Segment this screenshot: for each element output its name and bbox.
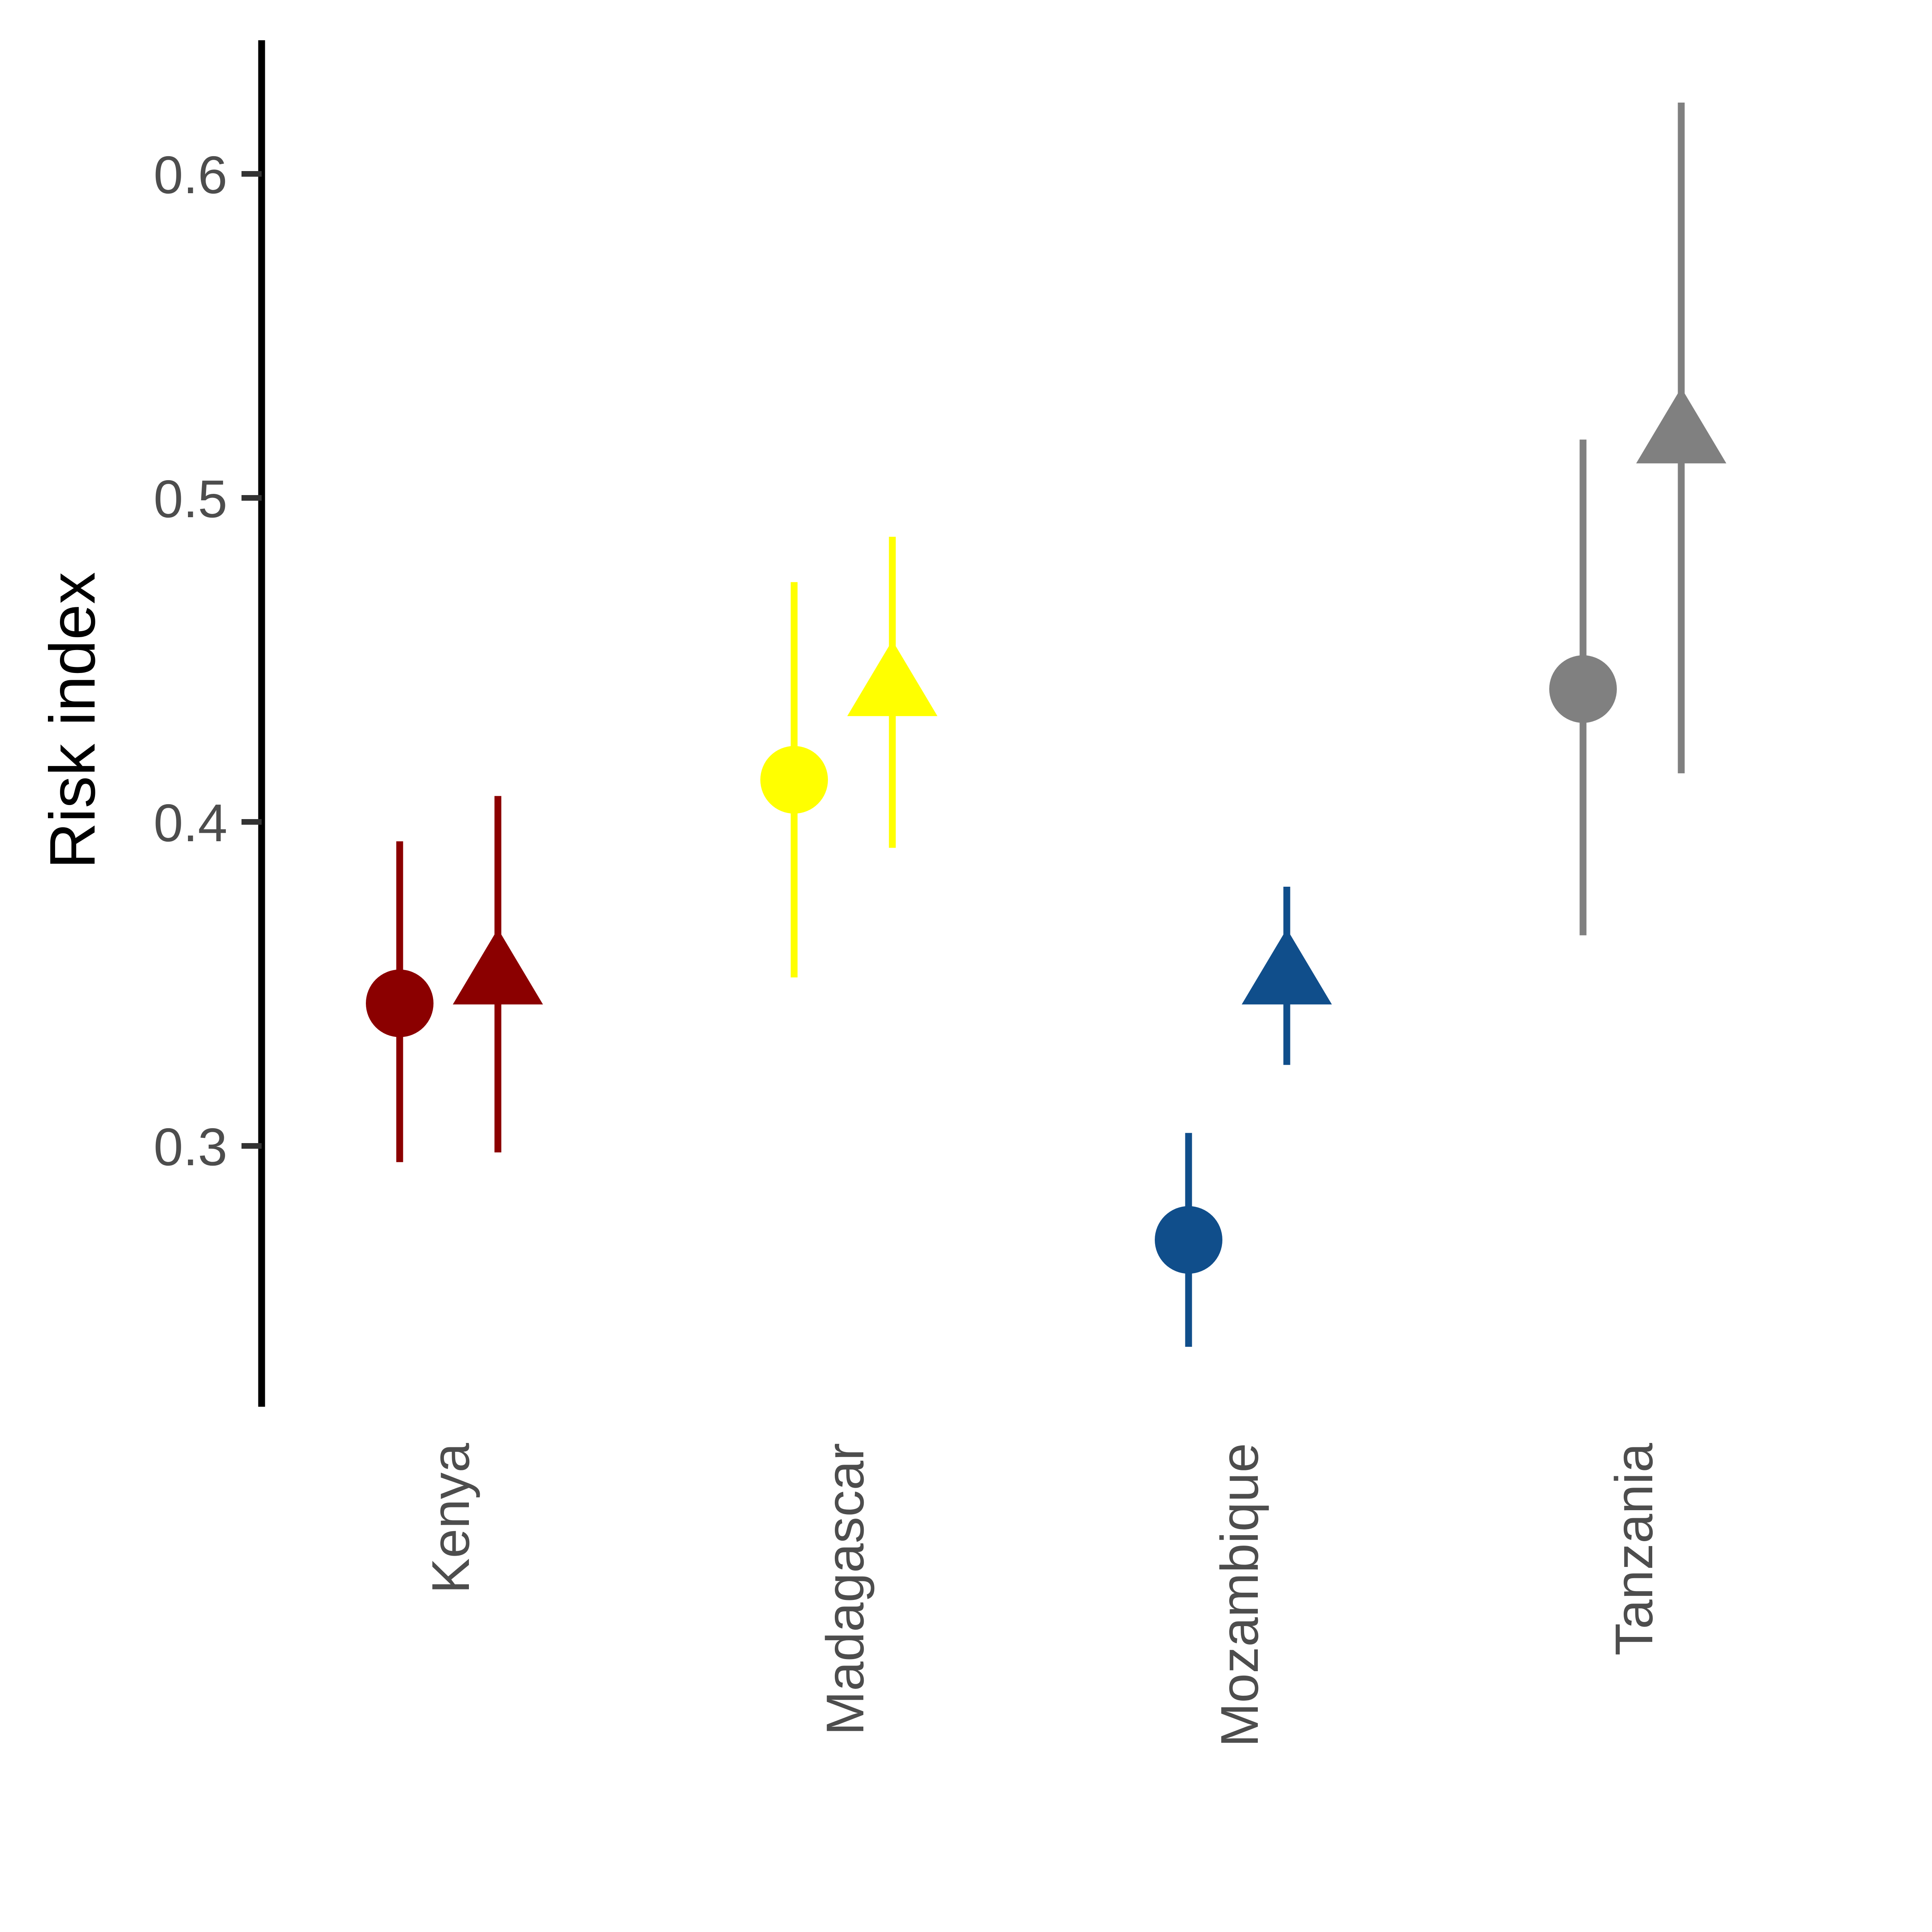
triangle-point [1636, 388, 1726, 464]
plot-marks [366, 102, 1726, 1347]
x-tick-label: Tanzania [1604, 1443, 1664, 1655]
circle-point [760, 746, 828, 814]
y-tick-label: 0.6 [154, 145, 228, 204]
y-axis: 0.3 0.4 0.5 0.6 [154, 40, 265, 1407]
y-tick-label: 0.4 [154, 793, 228, 852]
triangle-point [847, 640, 937, 716]
circle-point [1549, 655, 1617, 723]
x-axis-tick-labels: Kenya Madagascar Mozambique Tanzania [421, 1443, 1664, 1747]
triangle-point [1242, 929, 1332, 1005]
y-tick-label: 0.5 [154, 469, 228, 528]
x-tick-label: Mozambique [1210, 1443, 1269, 1747]
triangle-point [453, 929, 543, 1005]
circle-point [1155, 1206, 1222, 1274]
x-tick-label: Madagascar [815, 1443, 875, 1735]
circle-point [366, 969, 433, 1037]
y-tick-label: 0.3 [154, 1117, 228, 1177]
x-tick-label: Kenya [421, 1443, 480, 1593]
y-axis-title: Risk index [36, 572, 108, 869]
